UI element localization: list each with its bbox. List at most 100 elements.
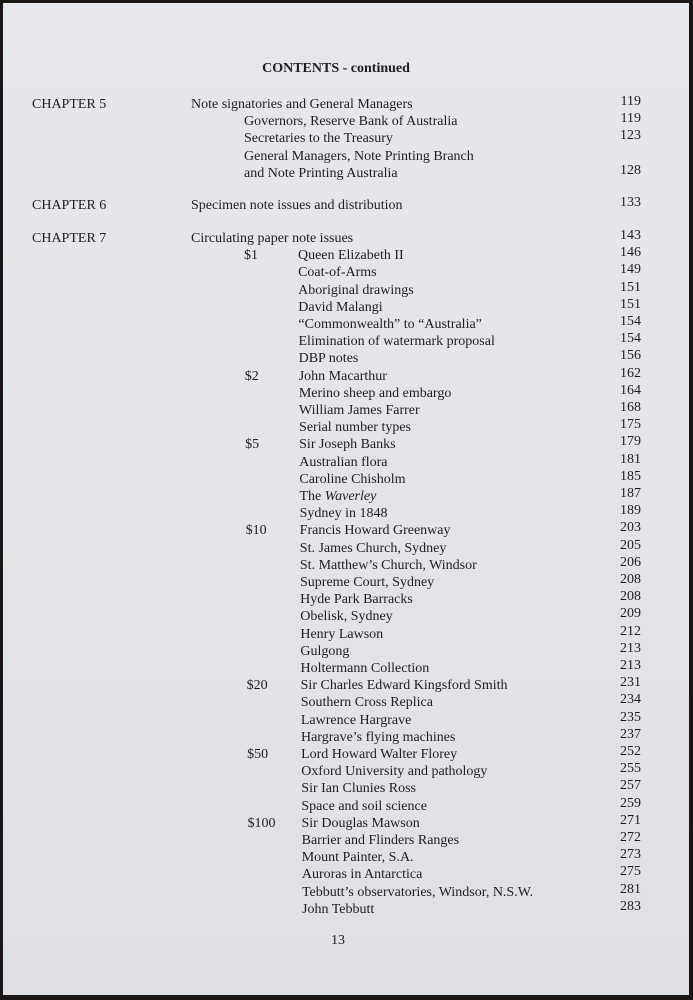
toc-entry: Henry Lawson [300,626,383,643]
entry-title: Barrier and Flinders Ranges [301,833,460,848]
page-ref: 208 [620,572,641,587]
page-ref: 162 [620,365,641,381]
toc-entry: Elimination of watermark proposal [299,333,495,350]
page-ref: 156 [620,348,641,364]
toc-entry: Space and soil science [301,798,427,815]
entry-title: Specimen note issues and distribution [191,198,403,213]
document-page: CONTENTS - continued CHAPTER 5 Note signa… [3,3,689,995]
page-ref: 151 [620,279,641,295]
toc-entry: Francis Howard Greenway [300,522,451,539]
toc-entry: Governors, Reserve Bank of Australia [244,113,457,130]
toc-entry: Queen Elizabeth II [298,247,404,264]
entry-title: William James Farrer [298,403,420,418]
page-ref: 164 [620,382,641,398]
entry-title: The Waverley [299,489,377,504]
toc-entry: Barrier and Flinders Ranges [302,832,459,849]
entry-title: Australian flora [299,454,388,470]
entry-title: St. James Church, Sydney [299,540,447,556]
entry-title: Hyde Park Barracks [300,592,413,608]
entry-title: Auroras in Antarctica [301,867,423,883]
toc-entry: Sir Charles Edward Kingsford Smith [301,677,508,694]
chapter-label: CHAPTER 7 [32,231,107,246]
toc-entry: Caroline Chisholm [299,471,405,488]
toc-entry: Mount Painter, S.A. [302,849,414,866]
toc-entry: Hyde Park Barracks [300,591,413,608]
page-ref: 231 [620,675,641,691]
chapter-label: CHAPTER 6 [32,198,107,213]
entry-title: Supreme Court, Sydney [300,575,435,590]
denomination-label: $100 [247,815,276,831]
toc-entry: Hargrave’s flying machines [301,729,455,746]
entry-title: Governors, Reserve Bank of Australia [244,114,458,130]
entry-title: St. Matthew’s Church, Windsor [299,557,477,573]
toc-entry: Serial number types [299,419,411,436]
entry-title: DBP notes [298,351,359,367]
entry-title: Gulgong [300,643,350,659]
page-ref: 255 [620,761,641,777]
entry-title: Sydney in 1848 [299,506,388,522]
toc-entry: Aboriginal drawings [298,282,413,299]
entry-title: Merino sheep and embargo [298,385,452,401]
entry-title: Circulating paper note issues [191,231,354,246]
page-ref: 272 [620,830,641,845]
toc-entry: Obelisk, Sydney [300,608,393,625]
toc-entry: Southern Cross Replica [301,694,433,711]
entry-title: Hargrave’s flying machines [300,729,456,745]
entry-title: Elimination of watermark proposal [298,334,495,350]
page-ref: 209 [620,606,641,622]
page-ref: 281 [620,881,641,897]
entry-title: Lord Howard Walter Florey [301,747,458,762]
toc-entry: Australian flora [299,454,387,471]
entry-title: Sir Charles Edward Kingsford Smith [300,678,508,694]
toc-entry: Gulgong [300,643,349,660]
denomination-label: $2 [244,368,259,384]
entry-title: Sir Joseph Banks [299,437,396,453]
denomination-label: $50 [247,747,269,762]
page-ref: 259 [620,795,641,811]
entry-title: and Note Printing Australia [244,165,398,181]
denomination-label: $10 [245,523,267,539]
entry-title: John Macarthur [298,368,387,384]
page-ref: 119 [620,94,641,109]
entry-title: Sir Ian Clunies Ross [301,781,417,797]
toc-entry: Lord Howard Walter Florey [301,746,457,763]
toc-entry: Circulating paper note issues [191,230,353,247]
toc-entry: Secretaries to the Treasury [244,130,393,147]
toc-entry: and Note Printing Australia [244,165,398,182]
toc-entry: Tebbutt’s observatories, Windsor, N.S.W. [302,884,533,901]
page-ref: 119 [620,111,641,127]
toc-entry: DBP notes [299,350,359,367]
entry-title: John Tebbutt [302,901,375,917]
entry-title: Mount Painter, S.A. [301,850,414,866]
denomination-label: $1 [243,248,258,264]
toc-entry: Oxford University and pathology [301,763,487,780]
entry-title: Caroline Chisholm [299,471,406,487]
toc-entry: Auroras in Antarctica [302,866,423,883]
toc-entry: Note signatories and General Managers [191,96,413,113]
page-ref: 252 [620,744,641,759]
page-ref: 213 [620,658,641,673]
toc-entry: Specimen note issues and distribution [191,197,403,214]
entry-title: Oxford University and pathology [301,764,488,780]
entry-title: Serial number types [299,420,412,436]
denomination-label: $20 [246,678,268,694]
page-ref: 154 [620,314,641,329]
entry-title: Secretaries to the Treasury [244,131,393,147]
toc-entry: Lawrence Hargrave [301,712,412,729]
page-ref: 179 [620,434,641,450]
page-ref: 146 [620,245,641,261]
toc-entry: St. James Church, Sydney [300,540,447,557]
page-ref: 206 [620,554,641,570]
page-ref: 128 [620,162,641,178]
toc-entry: The Waverley [299,488,376,505]
page-ref: 143 [620,228,641,243]
entry-title: General Managers, Note Printing Branch [244,148,474,164]
page-ref: 234 [620,692,641,708]
page-ref: 275 [620,864,641,880]
toc-entry: Merino sheep and embargo [299,385,452,402]
page-ref: 168 [620,400,641,415]
entry-title: David Malangi [298,299,383,315]
page-ref: 212 [620,623,641,639]
toc-entry: Sir Joseph Banks [299,436,395,453]
entry-title: Aboriginal drawings [298,282,414,298]
